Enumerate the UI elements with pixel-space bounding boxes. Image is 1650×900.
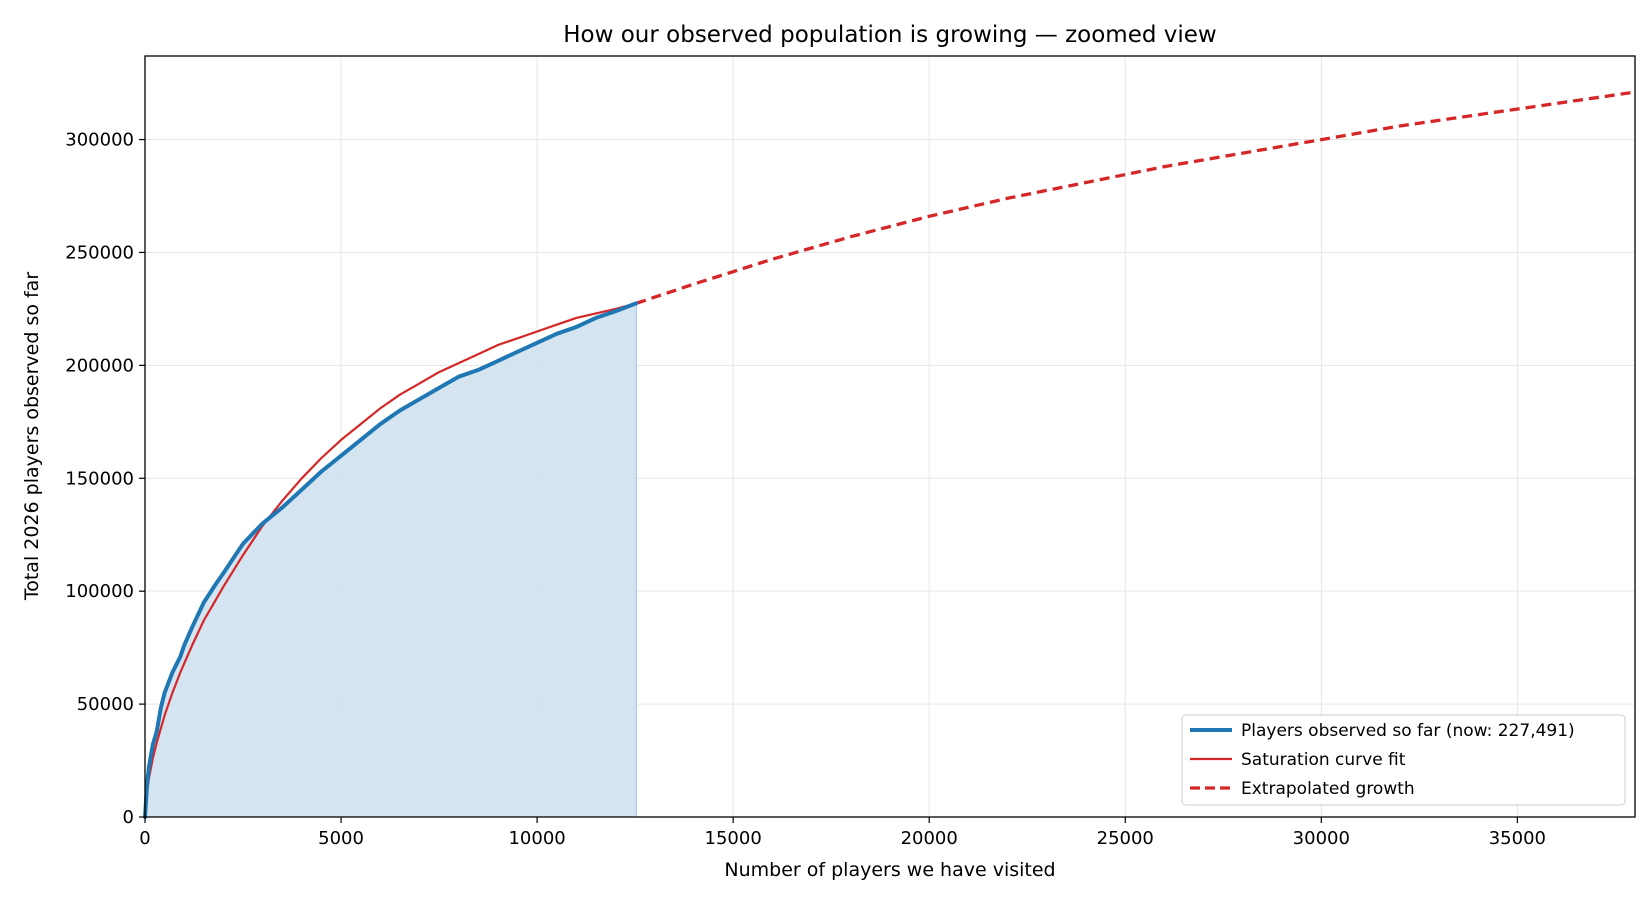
x-tick-label: 25000 xyxy=(1097,828,1154,849)
x-tick-label: 15000 xyxy=(705,828,762,849)
y-tick-label: 300000 xyxy=(65,130,134,151)
legend: Players observed so far (now: 227,491) S… xyxy=(1181,714,1626,806)
y-tick-label: 50000 xyxy=(77,694,134,715)
legend-box xyxy=(1181,714,1626,806)
y-tick-label: 250000 xyxy=(65,242,134,263)
y-tick-label: 200000 xyxy=(65,355,134,376)
y-tick-label: 100000 xyxy=(65,581,134,602)
y-axis-label: Total 2026 players observed so far xyxy=(21,272,43,601)
y-tick-label: 0 xyxy=(123,807,134,828)
series-layer xyxy=(143,90,1636,819)
y-tick-label: 150000 xyxy=(65,468,134,489)
legend-label-fit: Saturation curve fit xyxy=(1241,750,1406,770)
legend-label-extrapolated: Extrapolated growth xyxy=(1241,779,1415,799)
series-line-observed xyxy=(143,301,639,819)
series-line-saturation-fit xyxy=(143,302,637,818)
x-tick-label: 5000 xyxy=(318,828,364,849)
x-tick-label: 10000 xyxy=(508,828,565,849)
x-axis-label: Number of players we have visited xyxy=(724,859,1055,881)
x-tick-label: 0 xyxy=(139,828,150,849)
chart-title: How our observed population is growing —… xyxy=(563,22,1217,48)
plot-area-frame xyxy=(144,55,1636,818)
legend-label-observed: Players observed so far (now: 227,491) xyxy=(1241,721,1575,741)
x-tick-label: 35000 xyxy=(1489,828,1546,849)
observed-area-fill xyxy=(145,303,637,817)
series-line-extrapolated xyxy=(635,90,1636,305)
axis-ticks: 0 5000 10000 15000 20000 25000 30000 35000 0 5000… xyxy=(65,130,1546,849)
x-tick-label: 20000 xyxy=(901,828,958,849)
x-tick-label: 30000 xyxy=(1293,828,1350,849)
area-fill-layer xyxy=(145,303,637,817)
